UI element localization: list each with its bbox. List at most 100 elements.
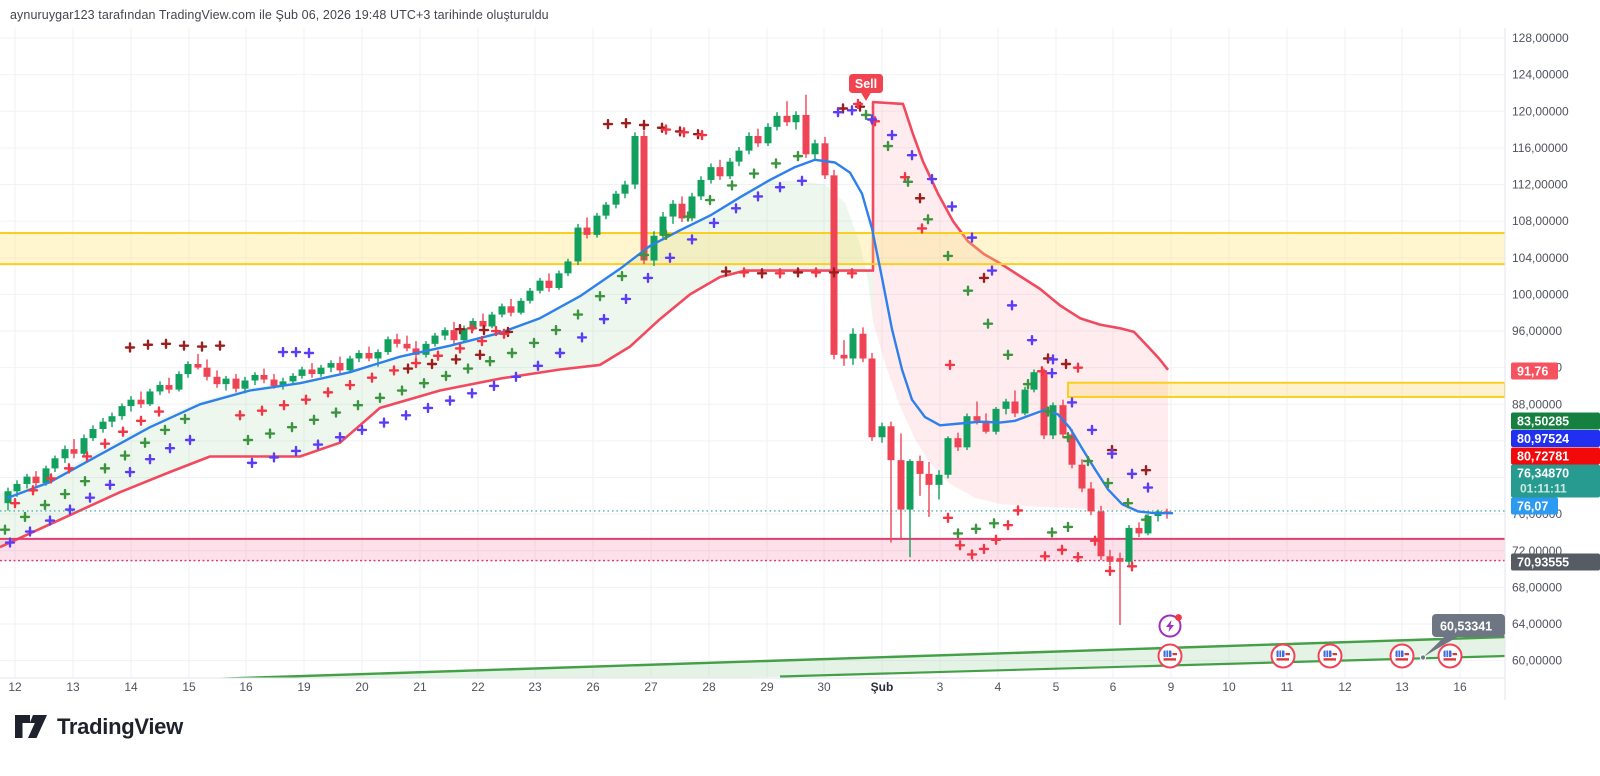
red-cross-marker (135, 415, 147, 426)
green-cross-marker (1062, 432, 1074, 443)
blue-cross-marker (1106, 448, 1118, 459)
candle (441, 330, 449, 336)
candle (1097, 511, 1105, 557)
alert-lightning-icon[interactable] (1158, 614, 1182, 638)
svg-text:76,07: 76,07 (1517, 500, 1548, 514)
plot-area[interactable] (0, 28, 1505, 681)
red-cross-marker (9, 497, 21, 509)
x-axis-label: 12 (8, 680, 22, 694)
event-flag-icon[interactable] (1437, 643, 1463, 669)
green-cross-marker (594, 291, 606, 302)
green-cross-marker (59, 488, 71, 500)
red-cross-marker (1089, 535, 1101, 546)
support-zone-pink (0, 538, 1505, 561)
red-cross-marker (99, 438, 111, 449)
candle (393, 339, 401, 344)
x-axis-label: 10 (1222, 680, 1236, 694)
blue-cross-marker (334, 432, 346, 443)
candle (327, 363, 335, 368)
green-cross-marker (882, 140, 894, 152)
candle (887, 426, 895, 461)
candle (384, 339, 392, 353)
green-cross-marker (418, 378, 430, 389)
blue-cross-marker (510, 371, 522, 383)
x-axis-label: 15 (182, 680, 196, 694)
candle (32, 476, 40, 484)
blue-cross-marker (774, 182, 786, 193)
candle (821, 143, 829, 176)
price-lines (0, 510, 1505, 562)
candle (365, 353, 373, 359)
attribution-text: aynuruygar123 tarafından TradingView.com… (10, 8, 549, 22)
green-cross-marker (970, 523, 982, 535)
price-badge: 83,50285 (1511, 412, 1600, 430)
green-cross-marker (942, 250, 954, 262)
blue-cross-marker (184, 434, 196, 446)
candle (935, 474, 943, 485)
green-cross-marker (988, 518, 1000, 529)
y-axis-label: 104,00000 (1512, 251, 1569, 265)
red-cross-marker (322, 387, 334, 398)
candle (878, 426, 886, 438)
green-cross-marker (638, 249, 650, 261)
axes[interactable]: 128,00000 124,00000 120,00000 116,00000 112,… (0, 28, 1569, 700)
candle (659, 216, 667, 236)
green-cross-marker (952, 528, 964, 539)
candle (1078, 464, 1086, 489)
candle (270, 379, 278, 386)
candle (849, 333, 857, 359)
red-cross-marker (1002, 519, 1014, 531)
candle (232, 378, 240, 389)
green-cross-marker (139, 437, 151, 448)
blue-cross-marker (926, 173, 938, 185)
red-cross-marker (966, 549, 978, 560)
event-flag-icon[interactable] (1317, 643, 1343, 669)
maroon-cross-marker (978, 272, 990, 284)
green-cross-marker (1140, 514, 1152, 525)
tradingview-logo[interactable]: TradingView (14, 712, 183, 742)
candle (412, 348, 420, 355)
svg-text:83,50285: 83,50285 (1517, 415, 1569, 429)
sell-signal-badge: Sell (849, 74, 883, 101)
red-cross-marker (1012, 505, 1024, 516)
green-cross-marker (39, 499, 51, 511)
blue-cross-marker (1006, 300, 1018, 311)
candle (678, 203, 686, 219)
svg-text:76,34870: 76,34870 (1517, 467, 1569, 481)
green-cross-marker (1102, 477, 1114, 489)
candle (498, 306, 506, 315)
candle (916, 461, 924, 474)
event-flag-icon[interactable] (1157, 643, 1183, 669)
maroon-cross-marker (124, 342, 136, 353)
candle (526, 290, 534, 301)
blue-cross-marker (24, 526, 36, 537)
green-cross-marker (962, 285, 974, 296)
candle (583, 227, 591, 235)
svg-text:70,93555: 70,93555 (1517, 556, 1569, 570)
y-axis-label: 64,00000 (1512, 617, 1562, 631)
red-cross-marker (738, 267, 750, 278)
trend-channel (205, 635, 1505, 678)
candle (773, 115, 781, 127)
x-axis-label: 23 (528, 680, 542, 694)
candle (754, 135, 762, 144)
event-flag-icon[interactable] (1270, 643, 1296, 669)
candle (165, 385, 173, 390)
green-cross-marker (1022, 378, 1034, 390)
green-cross-marker (352, 399, 364, 411)
green-cross-marker (374, 392, 386, 404)
x-axis-label: 19 (297, 680, 311, 694)
candle (792, 114, 800, 123)
event-flag-icon[interactable] (1389, 643, 1415, 669)
x-axis-label: 12 (1338, 680, 1352, 694)
blue-cross-marker (378, 417, 390, 428)
blue-cross-marker (44, 515, 56, 526)
candle (289, 375, 297, 382)
candle (982, 420, 990, 432)
candle (1002, 401, 1010, 409)
ma-line (6, 158, 1174, 515)
blue-cross-marker (1047, 354, 1059, 365)
x-axis-label: 29 (760, 680, 774, 694)
